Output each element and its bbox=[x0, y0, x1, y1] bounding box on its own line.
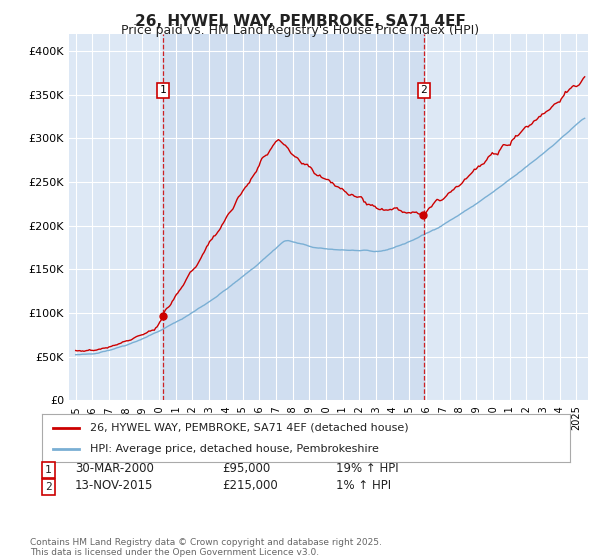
Text: 26, HYWEL WAY, PEMBROKE, SA71 4EF (detached house): 26, HYWEL WAY, PEMBROKE, SA71 4EF (detac… bbox=[89, 423, 408, 433]
Text: 2: 2 bbox=[421, 85, 427, 95]
Text: 1: 1 bbox=[160, 85, 166, 95]
Text: 1% ↑ HPI: 1% ↑ HPI bbox=[336, 479, 391, 492]
Text: HPI: Average price, detached house, Pembrokeshire: HPI: Average price, detached house, Pemb… bbox=[89, 444, 379, 454]
Text: £95,000: £95,000 bbox=[222, 462, 270, 475]
Text: 26, HYWEL WAY, PEMBROKE, SA71 4EF: 26, HYWEL WAY, PEMBROKE, SA71 4EF bbox=[134, 14, 466, 29]
Text: Contains HM Land Registry data © Crown copyright and database right 2025.
This d: Contains HM Land Registry data © Crown c… bbox=[30, 538, 382, 557]
Bar bbox=[163, 34, 424, 400]
Text: 30-MAR-2000: 30-MAR-2000 bbox=[75, 462, 154, 475]
Text: 2: 2 bbox=[45, 482, 52, 492]
Text: Price paid vs. HM Land Registry's House Price Index (HPI): Price paid vs. HM Land Registry's House … bbox=[121, 24, 479, 37]
Text: 19% ↑ HPI: 19% ↑ HPI bbox=[336, 462, 398, 475]
Text: 13-NOV-2015: 13-NOV-2015 bbox=[75, 479, 154, 492]
Text: 1: 1 bbox=[45, 465, 52, 475]
Text: £215,000: £215,000 bbox=[222, 479, 278, 492]
